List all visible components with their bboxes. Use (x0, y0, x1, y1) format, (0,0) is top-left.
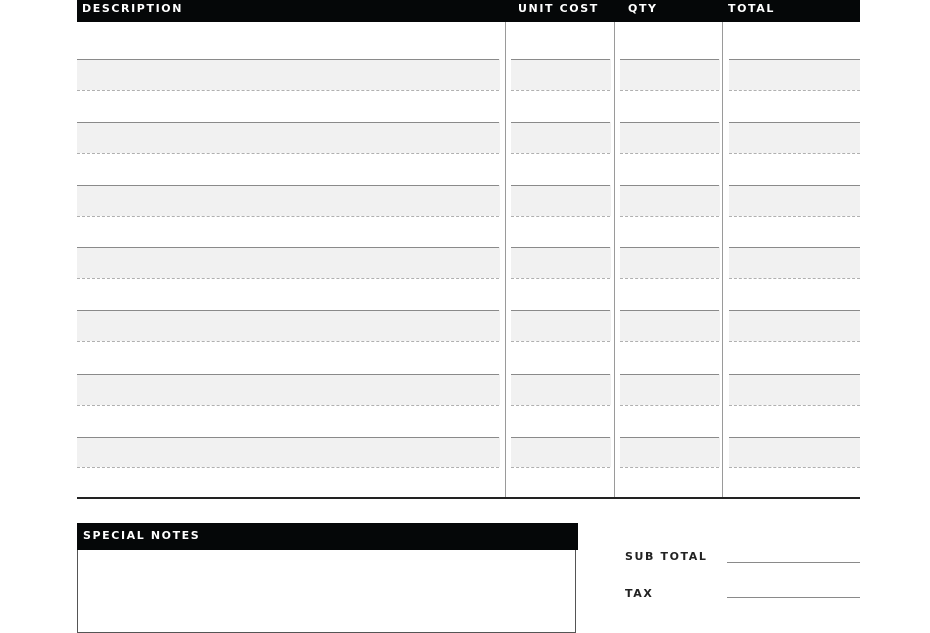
line-field-qty[interactable] (620, 405, 719, 406)
row-band-unit-cost (511, 122, 611, 153)
line-field-description[interactable] (77, 341, 499, 342)
row-band-description (77, 247, 500, 278)
line-field-qty[interactable] (620, 90, 719, 91)
row-band-qty (620, 437, 720, 467)
table-bottom-rule (77, 497, 860, 499)
row-band-unit-cost (511, 374, 611, 405)
row-band-unit-cost (511, 185, 611, 216)
line-field-description[interactable] (77, 278, 499, 279)
row-band-description (77, 122, 500, 153)
line-field-unit-cost[interactable] (511, 216, 610, 217)
row-band-unit-cost (511, 437, 611, 467)
line-field-total[interactable] (729, 278, 860, 279)
line-field-qty[interactable] (620, 185, 719, 186)
line-field-description[interactable] (77, 467, 499, 468)
line-field-qty[interactable] (620, 247, 719, 248)
line-field-qty[interactable] (620, 374, 719, 375)
row-band-qty (620, 374, 720, 405)
tax-field[interactable] (727, 597, 860, 598)
header-description: DESCRIPTION (82, 2, 184, 15)
line-field-qty[interactable] (620, 153, 719, 154)
line-field-unit-cost[interactable] (511, 341, 610, 342)
line-field-total[interactable] (729, 59, 860, 60)
line-field-description[interactable] (77, 405, 499, 406)
line-field-total[interactable] (729, 405, 860, 406)
line-field-description[interactable] (77, 374, 499, 375)
row-band-qty (620, 59, 720, 90)
row-band-total (729, 247, 860, 278)
row-band-qty (620, 122, 720, 153)
tax-label: TAX (625, 587, 654, 600)
row-band-total (729, 185, 860, 216)
line-field-unit-cost[interactable] (511, 122, 610, 123)
line-field-qty[interactable] (620, 122, 719, 123)
row-band-total (729, 122, 860, 153)
row-band-qty (620, 310, 720, 341)
header-unit-cost: UNIT COST (518, 2, 599, 15)
row-band-total (729, 59, 860, 90)
line-field-description[interactable] (77, 216, 499, 217)
line-field-total[interactable] (729, 341, 860, 342)
sub-total-label: SUB TOTAL (625, 550, 708, 563)
line-field-unit-cost[interactable] (511, 405, 610, 406)
line-field-unit-cost[interactable] (511, 278, 610, 279)
line-field-unit-cost[interactable] (511, 247, 610, 248)
line-field-qty[interactable] (620, 467, 719, 468)
sub-total-field[interactable] (727, 562, 860, 563)
line-field-qty[interactable] (620, 310, 719, 311)
header-total: TOTAL (728, 2, 776, 15)
column-divider (614, 22, 615, 498)
row-band-description (77, 310, 500, 341)
line-field-qty[interactable] (620, 59, 719, 60)
line-field-unit-cost[interactable] (511, 437, 610, 438)
row-band-description (77, 437, 500, 467)
line-field-unit-cost[interactable] (511, 185, 610, 186)
line-field-description[interactable] (77, 59, 499, 60)
line-field-description[interactable] (77, 122, 499, 123)
line-field-unit-cost[interactable] (511, 90, 610, 91)
line-field-description[interactable] (77, 185, 499, 186)
line-field-unit-cost[interactable] (511, 59, 610, 60)
line-field-qty[interactable] (620, 341, 719, 342)
line-field-total[interactable] (729, 185, 860, 186)
line-field-description[interactable] (77, 247, 499, 248)
line-field-description[interactable] (77, 437, 499, 438)
line-field-total[interactable] (729, 437, 860, 438)
line-field-total[interactable] (729, 90, 860, 91)
special-notes-title: SPECIAL NOTES (83, 529, 201, 542)
row-band-total (729, 310, 860, 341)
line-field-total[interactable] (729, 374, 860, 375)
line-field-total[interactable] (729, 247, 860, 248)
line-field-qty[interactable] (620, 278, 719, 279)
line-field-total[interactable] (729, 467, 860, 468)
row-band-qty (620, 247, 720, 278)
line-field-unit-cost[interactable] (511, 467, 610, 468)
row-band-unit-cost (511, 310, 611, 341)
row-band-unit-cost (511, 59, 611, 90)
header-qty: QTY (628, 2, 658, 15)
line-field-unit-cost[interactable] (511, 310, 610, 311)
column-divider (722, 22, 723, 498)
line-field-total[interactable] (729, 310, 860, 311)
row-band-total (729, 437, 860, 467)
column-divider (505, 22, 506, 498)
line-field-description[interactable] (77, 90, 499, 91)
line-field-total[interactable] (729, 122, 860, 123)
line-field-total[interactable] (729, 153, 860, 154)
row-band-qty (620, 185, 720, 216)
row-band-unit-cost (511, 247, 611, 278)
line-field-total[interactable] (729, 216, 860, 217)
line-field-unit-cost[interactable] (511, 153, 610, 154)
row-band-description (77, 185, 500, 216)
table-header: DESCRIPTION UNIT COST QTY TOTAL (77, 0, 860, 22)
line-field-qty[interactable] (620, 216, 719, 217)
row-band-description (77, 374, 500, 405)
line-field-description[interactable] (77, 153, 499, 154)
line-field-unit-cost[interactable] (511, 374, 610, 375)
row-band-total (729, 374, 860, 405)
row-band-description (77, 59, 500, 90)
line-field-qty[interactable] (620, 437, 719, 438)
line-field-description[interactable] (77, 310, 499, 311)
special-notes-header: SPECIAL NOTES (77, 523, 578, 550)
